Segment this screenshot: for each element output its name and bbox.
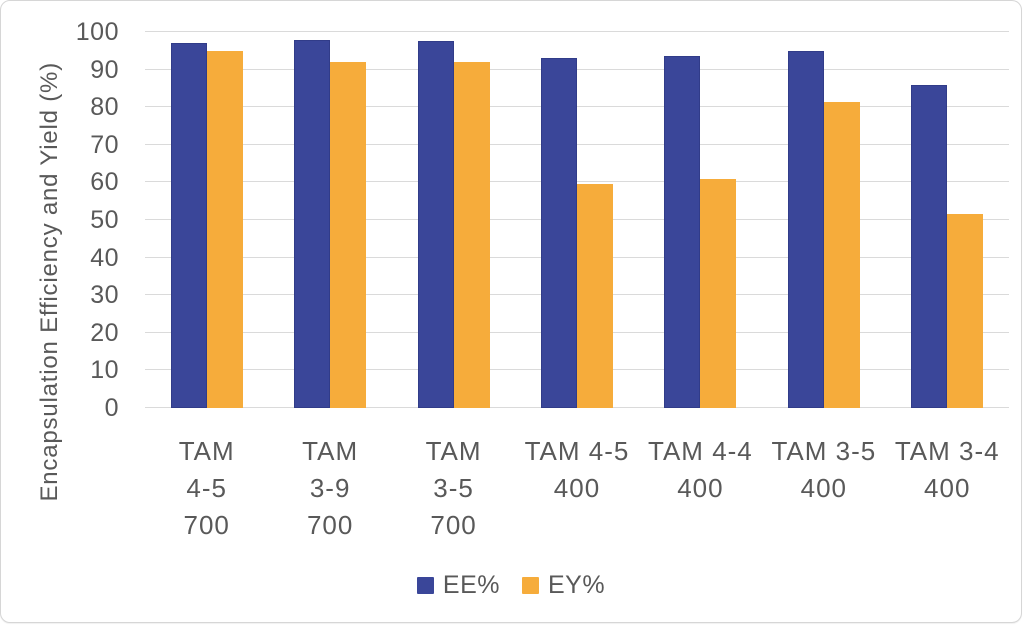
bar-group	[145, 32, 268, 408]
bar-group	[639, 32, 762, 408]
y-tick-label-0: 0	[104, 394, 119, 422]
ee-bar	[787, 50, 824, 408]
x-category-label: TAM 3-4 400	[886, 433, 1009, 544]
x-axis-labels: TAM 4-5 700 TAM 3-9 700 TAM 3-5 700 TAM 4-5 400 TAM…	[145, 433, 1009, 544]
ey-bar	[330, 62, 367, 408]
legend-item-ee: EE%	[416, 570, 500, 600]
x-category-label-line: 3-9	[309, 473, 351, 503]
y-tick-label-60: 60	[90, 168, 119, 197]
x-category-label-line: 400	[924, 473, 971, 503]
bar-group	[762, 32, 885, 408]
x-category-label-line: TAM 4-4	[648, 436, 753, 466]
legend-label-ey: EY%	[548, 570, 606, 599]
y-tick-label-10: 10	[90, 356, 119, 385]
x-category-label-line: 4-5	[186, 473, 227, 503]
gridline-70	[145, 143, 1009, 145]
ey-bar	[206, 50, 243, 408]
y-tick-label-70: 70	[90, 130, 119, 159]
x-category-label-line: 3-5	[433, 473, 474, 503]
x-category-label: TAM 4-5 400	[515, 433, 638, 544]
x-category-label-line: 400	[800, 473, 848, 503]
bar-group	[515, 32, 638, 408]
bar-group	[268, 32, 391, 408]
x-category-label: TAM 4-4 400	[639, 433, 762, 544]
legend: EE% EY%	[1, 563, 1021, 607]
ey-bar	[576, 184, 613, 408]
y-tick-label-90: 90	[90, 55, 119, 84]
ee-bar	[294, 39, 331, 408]
x-category-label: TAM 3-5 700	[392, 433, 515, 544]
gridline-90	[145, 68, 1009, 70]
legend-label-ee: EE%	[442, 570, 500, 599]
x-category-label-line: TAM 3-5	[771, 436, 877, 466]
x-category-label-line: 700	[306, 510, 354, 540]
bar-series	[145, 32, 1009, 408]
ey-bar	[453, 62, 490, 408]
x-category-label-line: 700	[430, 510, 477, 540]
ee-bar	[170, 43, 207, 408]
ey-bar	[823, 101, 860, 408]
y-tick-label-30: 30	[90, 281, 119, 310]
x-category-label: TAM 4-5 700	[145, 433, 268, 544]
x-category-label-line: 400	[677, 473, 724, 503]
ey-bar	[947, 214, 984, 408]
y-tick-label-40: 40	[90, 243, 119, 272]
legend-swatch-ey	[522, 576, 539, 594]
bar-group	[886, 32, 1009, 408]
x-category-label-line: TAM	[178, 436, 235, 466]
x-category-label-line: TAM	[425, 436, 482, 466]
gridline-80	[145, 106, 1009, 108]
y-tick-label-80: 80	[90, 93, 119, 122]
x-category-label-line: 700	[183, 510, 230, 540]
ee-bar	[911, 84, 948, 408]
ee-bar	[540, 58, 577, 408]
gridline-60	[145, 181, 1009, 183]
y-tick-label-100: 100	[75, 18, 119, 46]
y-tick-label-20: 20	[90, 318, 119, 347]
gridline-100	[145, 31, 1009, 32]
ee-bar	[664, 56, 701, 408]
x-category-label-line: TAM 4-5	[524, 436, 630, 466]
ey-bar	[700, 178, 737, 408]
plot-area	[145, 31, 1009, 408]
bar-group	[392, 32, 515, 408]
x-category-label-line: TAM	[302, 436, 359, 466]
x-category-label-line: 400	[553, 473, 601, 503]
x-category-label-line: TAM 3-4	[894, 436, 1000, 466]
legend-swatch-ee	[416, 576, 434, 594]
x-category-label: TAM 3-9 700	[268, 433, 391, 544]
ee-bar	[417, 41, 454, 408]
y-tick-label-50: 50	[90, 206, 119, 234]
legend-item-ey: EY%	[522, 571, 605, 600]
x-category-label: TAM 3-5 400	[762, 433, 885, 544]
